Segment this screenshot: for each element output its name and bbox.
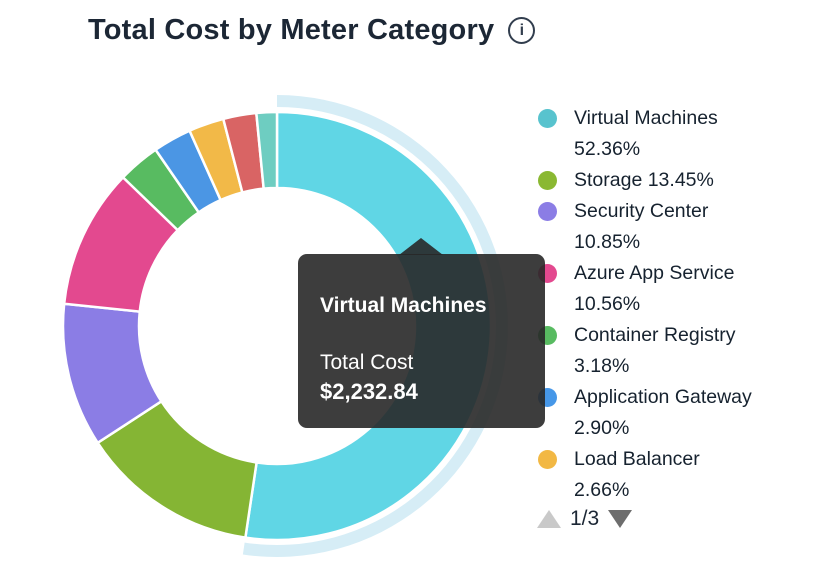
chart-title: Total Cost by Meter Category xyxy=(88,14,495,46)
legend-label: Container Registry 3.18% xyxy=(574,324,736,377)
legend-item-storage-13-45[interactable]: Storage 13.45% xyxy=(538,165,834,196)
legend-swatch-icon xyxy=(538,109,557,128)
legend-swatch-icon xyxy=(538,202,557,221)
legend-label: Virtual Machines 52.36% xyxy=(574,107,718,160)
legend-label: Security Center 10.85% xyxy=(574,200,709,253)
legend-label: Application Gateway 2.90% xyxy=(574,386,752,439)
chart-tooltip: Virtual Machines Total Cost $2,232.84 xyxy=(298,238,545,428)
donut-segment-unlabeled-8[interactable] xyxy=(254,110,279,191)
tooltip-metric-label: Total Cost xyxy=(320,351,414,374)
legend-label: Storage 13.45% xyxy=(574,169,714,191)
page-down-arrow-icon[interactable] xyxy=(608,510,633,528)
tooltip-metric-value: $2,232.84 xyxy=(320,379,418,404)
legend-swatch-icon xyxy=(538,450,557,469)
legend-item-security-center-10-85[interactable]: Security Center 10.85% xyxy=(538,196,834,258)
legend-item-container-registry-3-18[interactable]: Container Registry 3.18% xyxy=(538,320,834,382)
legend-pagination: 1/3 xyxy=(537,507,633,531)
legend-swatch-icon xyxy=(538,171,557,190)
legend-label: Azure App Service 10.56% xyxy=(574,262,735,315)
widget-header: Total Cost by Meter Category i xyxy=(88,14,536,47)
tooltip-series-name: Virtual Machines xyxy=(320,294,487,317)
page-indicator: 1/3 xyxy=(570,507,600,530)
chart-legend: Virtual Machines 52.36% Storage 13.45% Sec… xyxy=(538,103,834,501)
legend-item-application-gateway-2-90[interactable]: Application Gateway 2.90% xyxy=(538,382,834,444)
info-icon[interactable]: i xyxy=(508,17,536,44)
legend-label: Load Balancer 2.66% xyxy=(574,448,700,501)
legend-item-load-balancer-2-66[interactable]: Load Balancer 2.66% xyxy=(538,444,834,501)
legend-item-azure-app-service-10-56[interactable]: Azure App Service 10.56% xyxy=(538,258,834,320)
legend-item-virtual-machines-52-36[interactable]: Virtual Machines 52.36% xyxy=(538,103,834,165)
page-up-arrow-icon[interactable] xyxy=(537,510,561,528)
